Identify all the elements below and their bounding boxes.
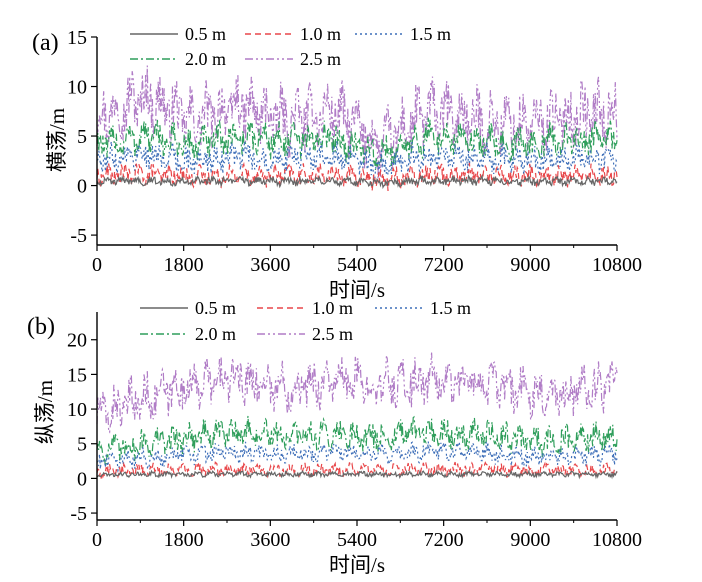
series-line-10m xyxy=(96,461,618,479)
y-tick-label: -5 xyxy=(70,225,87,247)
x-tick-label: 0 xyxy=(92,529,102,551)
series-line-05m xyxy=(96,469,618,480)
panel-label: (a) xyxy=(32,30,59,56)
legend-entry: 2.0 m xyxy=(195,324,236,344)
x-tick-label: 10800 xyxy=(592,254,642,276)
series-line-20m xyxy=(96,415,618,467)
legend-entry: 1.5 m xyxy=(410,24,451,44)
series-line-05m xyxy=(96,173,618,190)
y-tick-label: -5 xyxy=(70,503,87,525)
panel-label: (b) xyxy=(27,314,55,340)
x-tick-label: 3600 xyxy=(250,254,290,276)
x-tick-label: 1800 xyxy=(164,529,204,551)
y-tick-label: 5 xyxy=(77,434,87,456)
x-tick-label: 7200 xyxy=(424,254,464,276)
x-tick-label: 10800 xyxy=(592,529,642,551)
legend-entry: 1.0 m xyxy=(300,24,341,44)
y-tick-label: 15 xyxy=(67,364,87,386)
y-axis-label: 纵荡/m xyxy=(33,380,57,444)
y-tick-label: 20 xyxy=(67,330,87,352)
chart-panel-a: 0 1800 3600 5400 7200 9000 10800-5051015(a)时间/… xyxy=(32,24,642,302)
x-tick-label: 5400 xyxy=(337,254,377,276)
x-tick-label: 7200 xyxy=(424,529,464,551)
legend-entry: 2.0 m xyxy=(185,49,226,69)
x-tick-label: 1800 xyxy=(164,254,204,276)
x-tick-label: 9000 xyxy=(510,254,550,276)
series-line-15m xyxy=(96,440,618,473)
legend-entry: 2.5 m xyxy=(312,324,353,344)
series-line-10m xyxy=(96,161,618,192)
y-tick-label: 0 xyxy=(77,468,87,490)
y-tick-label: 10 xyxy=(67,399,87,421)
x-axis-label: 时间/s xyxy=(329,553,385,577)
x-axis-label: 时间/s xyxy=(329,278,385,302)
y-tick-label: 5 xyxy=(77,126,87,148)
x-tick-label: 0 xyxy=(92,254,102,276)
series-line-25m xyxy=(96,352,618,434)
legend-entry: 1.0 m xyxy=(312,298,353,318)
x-tick-label: 5400 xyxy=(337,529,377,551)
y-axis-label: 横荡/m xyxy=(45,108,69,172)
legend-entry: 2.5 m xyxy=(300,49,341,69)
y-tick-label: 10 xyxy=(67,77,87,99)
y-tick-label: 0 xyxy=(77,176,87,198)
x-tick-label: 9000 xyxy=(510,529,550,551)
series-line-25m xyxy=(96,65,618,179)
legend-entry: 0.5 m xyxy=(185,24,226,44)
y-tick-label: 15 xyxy=(67,27,87,49)
legend-entry: 1.5 m xyxy=(430,298,471,318)
legend-entry: 0.5 m xyxy=(195,298,236,318)
chart-panel-b: 0 1800 3600 5400 7200 9000 10800-505101520(b)时… xyxy=(27,298,642,577)
x-tick-label: 3600 xyxy=(250,529,290,551)
series-line-20m xyxy=(96,117,618,170)
